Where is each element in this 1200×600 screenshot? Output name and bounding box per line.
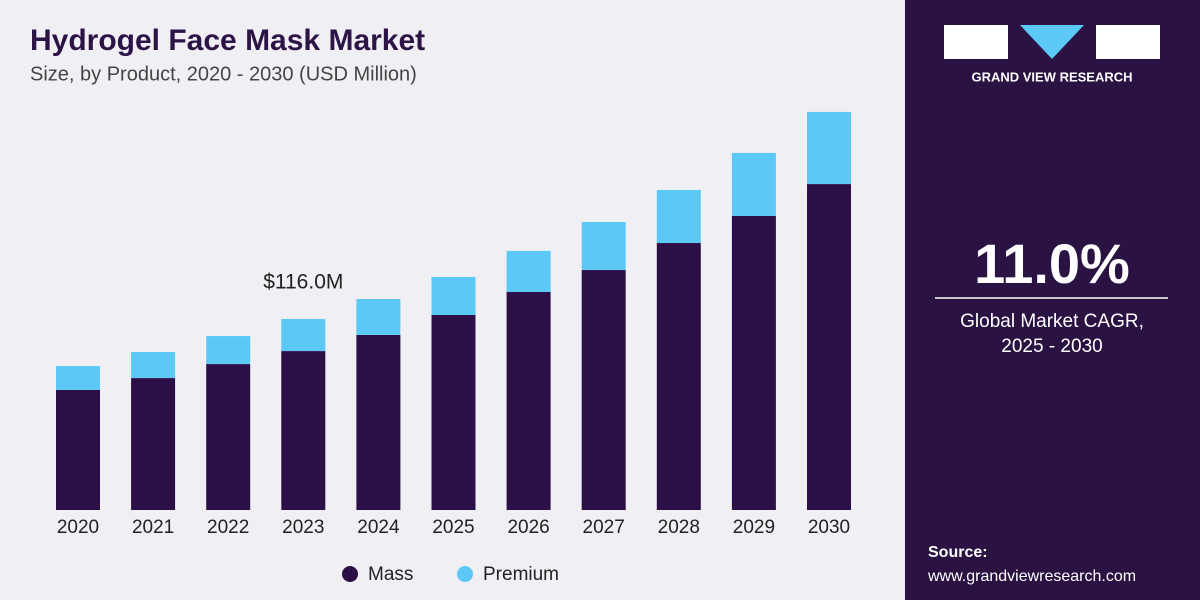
annotation: $116.0M [263, 270, 343, 293]
bar-segment [56, 389, 100, 510]
brand: GRAND VIEW RESEARCH [971, 69, 1132, 84]
x-tick-label: 2029 [733, 517, 775, 538]
bar-segment [206, 336, 251, 365]
bar-segment [281, 318, 326, 352]
chart-title: Hydrogel Face Mask Market [30, 24, 425, 57]
bar-segment [431, 276, 476, 315]
legend-label: Mass [368, 564, 413, 585]
chart-subtitle: Size, by Product, 2020 - 2030 (USD Milli… [30, 63, 417, 85]
x-tick-label: 2023 [282, 517, 324, 538]
bar-segment [807, 184, 851, 510]
x-tick-label: 2024 [357, 517, 400, 538]
bar-segment [731, 216, 776, 510]
source-label: Source: [928, 544, 988, 561]
bar-segment [506, 291, 551, 510]
x-tick-label: 2021 [132, 517, 174, 538]
legend-swatch [457, 566, 473, 582]
x-tick-label: 2020 [57, 517, 99, 538]
bar-segment [356, 334, 401, 510]
bar-segment [131, 378, 176, 510]
x-tick-label: 2022 [207, 517, 249, 538]
cagr-caption: Global Market CAGR, [960, 311, 1144, 332]
bar-segment [581, 221, 626, 271]
x-tick-label: 2026 [507, 517, 549, 538]
logo-block [944, 25, 1008, 59]
bar-segment [356, 299, 401, 335]
bar-segment [206, 364, 251, 510]
x-tick-label: 2028 [658, 517, 700, 538]
bar-segment [131, 352, 176, 379]
cagr-caption: 2025 - 2030 [1001, 336, 1102, 357]
sidebar-background [905, 0, 1200, 600]
logo-block [1096, 25, 1160, 59]
bar-segment [581, 270, 626, 510]
x-tick-label: 2027 [583, 517, 625, 538]
bar-segment [431, 314, 476, 510]
bar-segment [281, 351, 326, 510]
x-tick-label: 2030 [808, 517, 850, 538]
legend-label: Premium [483, 564, 559, 585]
bar-segment [656, 189, 701, 244]
bar-segment [807, 111, 851, 185]
bar-segment [56, 366, 100, 390]
source-url: www.grandviewresearch.com [927, 568, 1136, 585]
legend-swatch [342, 566, 358, 582]
cagr-value: 11.0% [974, 232, 1130, 295]
bar-segment [656, 243, 701, 510]
bar-segment [731, 152, 776, 217]
bar-segment [506, 250, 551, 292]
logo [944, 25, 1160, 59]
x-tick-label: 2025 [432, 517, 474, 538]
logo-block [1020, 25, 1084, 59]
